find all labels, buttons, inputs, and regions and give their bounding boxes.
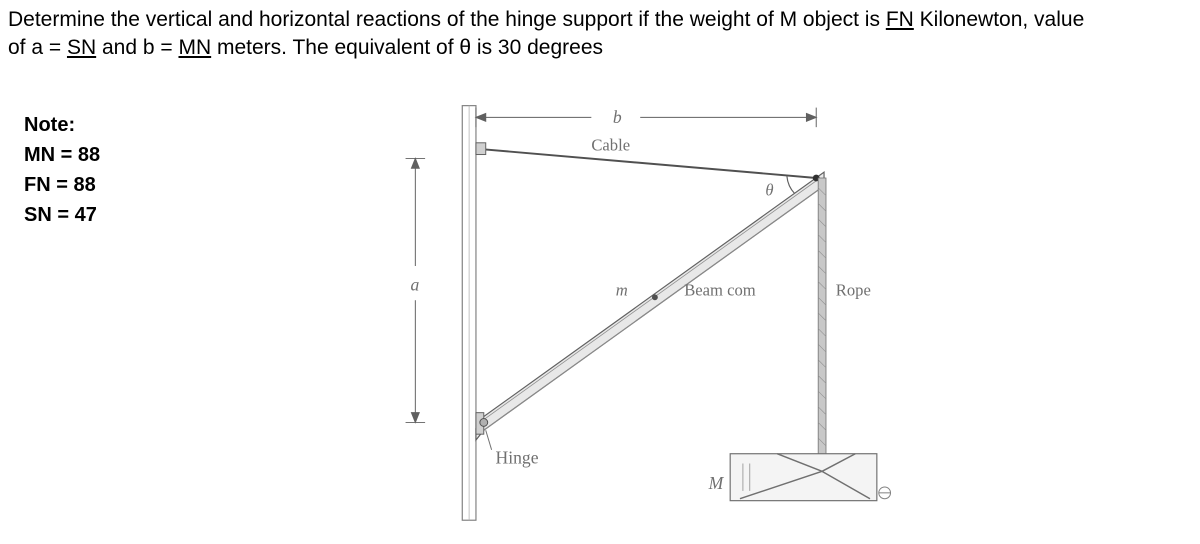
label-rope: Rope [836,280,871,299]
rope [818,178,826,471]
label-a: a [410,274,419,294]
text-segment: of a = [8,36,67,59]
text-segment: Kilonewton, value [914,8,1084,31]
label-theta: θ [765,181,773,200]
label-hinge: Hinge [496,448,539,468]
note-line-sn: SN = 47 [24,200,100,230]
label-m: m [616,280,628,299]
mn-underline: MN [178,36,211,59]
mass-block [730,454,890,501]
cable-line [476,149,816,178]
dimension-b [476,108,816,128]
label-beam-com: Beam com [684,280,756,299]
note-line-mn: MN = 88 [24,140,100,170]
beam-diagram: b Cable a θ m Beam com [380,90,920,530]
text-segment: meters. The equivalent of θ is 30 degree… [211,36,603,59]
label-b: b [613,107,622,127]
text-segment: Determine the vertical and horizontal re… [8,8,886,31]
note-title: Note: [24,110,100,140]
fn-underline: FN [886,8,914,31]
note-block: Note: MN = 88 FN = 88 SN = 47 [24,110,100,230]
label-cable: Cable [591,136,630,155]
theta-arc [787,176,795,194]
text-segment: and b = [96,36,178,59]
label-mass: M [708,473,725,493]
note-line-fn: FN = 88 [24,170,100,200]
problem-statement: Determine the vertical and horizontal re… [8,6,1192,63]
sn-underline: SN [67,36,96,59]
beam [476,172,824,440]
beam-com-dot [652,294,658,300]
